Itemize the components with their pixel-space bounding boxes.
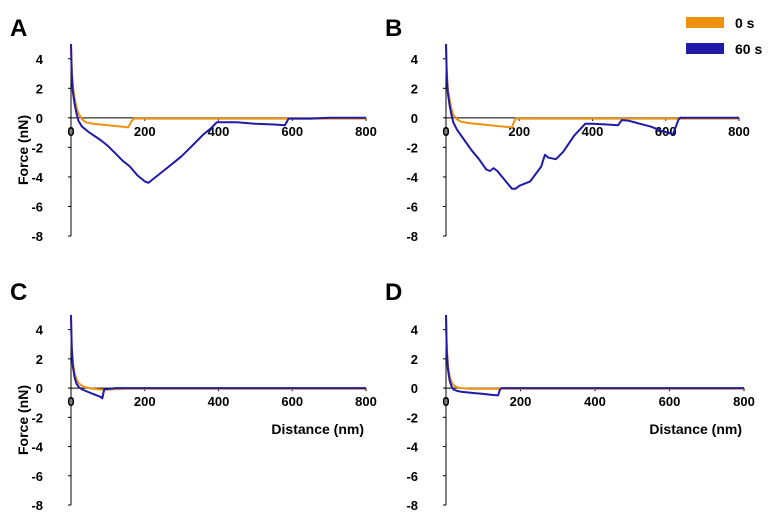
x-tick-label: 800 — [728, 124, 750, 139]
x-tick-label: 200 — [508, 124, 530, 139]
y-tick-label: -2 — [406, 410, 418, 425]
x-tick-label: 200 — [134, 124, 156, 139]
x-tick-label: 600 — [281, 394, 303, 409]
y-tick-label: -6 — [406, 469, 418, 484]
legend: 0 s 60 s — [686, 15, 762, 57]
y-tick-label: -4 — [31, 170, 43, 185]
legend-label-0s: 0 s — [735, 15, 755, 31]
x-tick-label: 800 — [355, 124, 377, 139]
y-tick-label: -2 — [31, 140, 43, 155]
series-line-0s — [445, 314, 744, 390]
x-tick-label: 200 — [134, 394, 156, 409]
legend-label-60s: 60 s — [735, 41, 762, 57]
y-axis-label: Force (nN) — [15, 115, 31, 185]
y-tick-label: 4 — [411, 323, 419, 338]
y-tick-label: 2 — [411, 81, 418, 96]
x-tick-label: 0 — [67, 394, 74, 409]
series-line-60s — [70, 43, 366, 184]
x-tick-label: 600 — [281, 124, 303, 139]
y-tick-label: 4 — [36, 323, 44, 338]
y-tick-label: 0 — [36, 111, 43, 126]
x-tick-label: 400 — [208, 394, 230, 409]
y-tick-label: 0 — [411, 111, 418, 126]
x-tick-label: 0 — [442, 124, 449, 139]
y-tick-label: -8 — [406, 229, 418, 244]
x-tick-label: 400 — [582, 124, 604, 139]
panel-d: D 4 2 0 -2 -4 -6 -8 0 200 400 600 800 Distance (nm) — [385, 279, 755, 513]
series-line-0s — [445, 43, 739, 129]
series-line-60s — [445, 43, 739, 190]
x-axis-label: Distance (nm) — [271, 421, 364, 437]
x-tick-label: 600 — [659, 394, 681, 409]
x-tick-label: 800 — [355, 394, 377, 409]
panel-a: A4 2 0 -2 -4 -6 -8 0 200 400 600 800 Force (nN) — [10, 15, 377, 244]
x-axis-label: Distance (nm) — [649, 421, 742, 437]
y-tick-label: -2 — [406, 140, 418, 155]
x-tick-label: 400 — [584, 394, 606, 409]
y-tick-label: -6 — [406, 199, 418, 214]
panel-letter: C — [10, 279, 27, 306]
legend-swatch-0s — [686, 17, 724, 28]
y-tick-label: 4 — [36, 52, 44, 67]
series-line-0s — [70, 314, 366, 391]
panel-c: C 4 2 0 -2 -4 -6 -8 0 200 400 600 800 Force (nN) Dista… — [10, 279, 377, 513]
legend-swatch-60s — [686, 43, 724, 54]
y-tick-label: 0 — [36, 381, 43, 396]
y-tick-label: -2 — [31, 410, 43, 425]
y-tick-label: 2 — [36, 81, 43, 96]
y-tick-label: -4 — [406, 440, 418, 455]
x-tick-label: 200 — [510, 394, 532, 409]
y-tick-label: -8 — [31, 229, 43, 244]
x-tick-label: 0 — [67, 124, 74, 139]
y-axis-label: Force (nN) — [15, 385, 31, 455]
y-tick-label: 2 — [411, 352, 418, 367]
series-line-0s — [70, 43, 366, 129]
panel-letter: A — [10, 15, 27, 42]
y-tick-label: -4 — [406, 170, 418, 185]
y-tick-label: -6 — [31, 469, 43, 484]
y-tick-label: -6 — [31, 199, 43, 214]
series-line-60s — [70, 314, 366, 400]
x-tick-label: 0 — [442, 394, 449, 409]
y-tick-label: -4 — [31, 440, 43, 455]
panel-letter: B — [385, 15, 402, 42]
series-line-60s — [445, 314, 744, 397]
x-tick-label: 400 — [208, 124, 230, 139]
y-tick-label: -8 — [406, 498, 418, 513]
y-tick-label: 0 — [411, 381, 418, 396]
panel-letter: D — [385, 279, 402, 306]
y-tick-label: -8 — [31, 498, 43, 513]
y-tick-label: 4 — [411, 52, 419, 67]
x-tick-label: 800 — [733, 394, 755, 409]
y-tick-label: 2 — [36, 352, 43, 367]
